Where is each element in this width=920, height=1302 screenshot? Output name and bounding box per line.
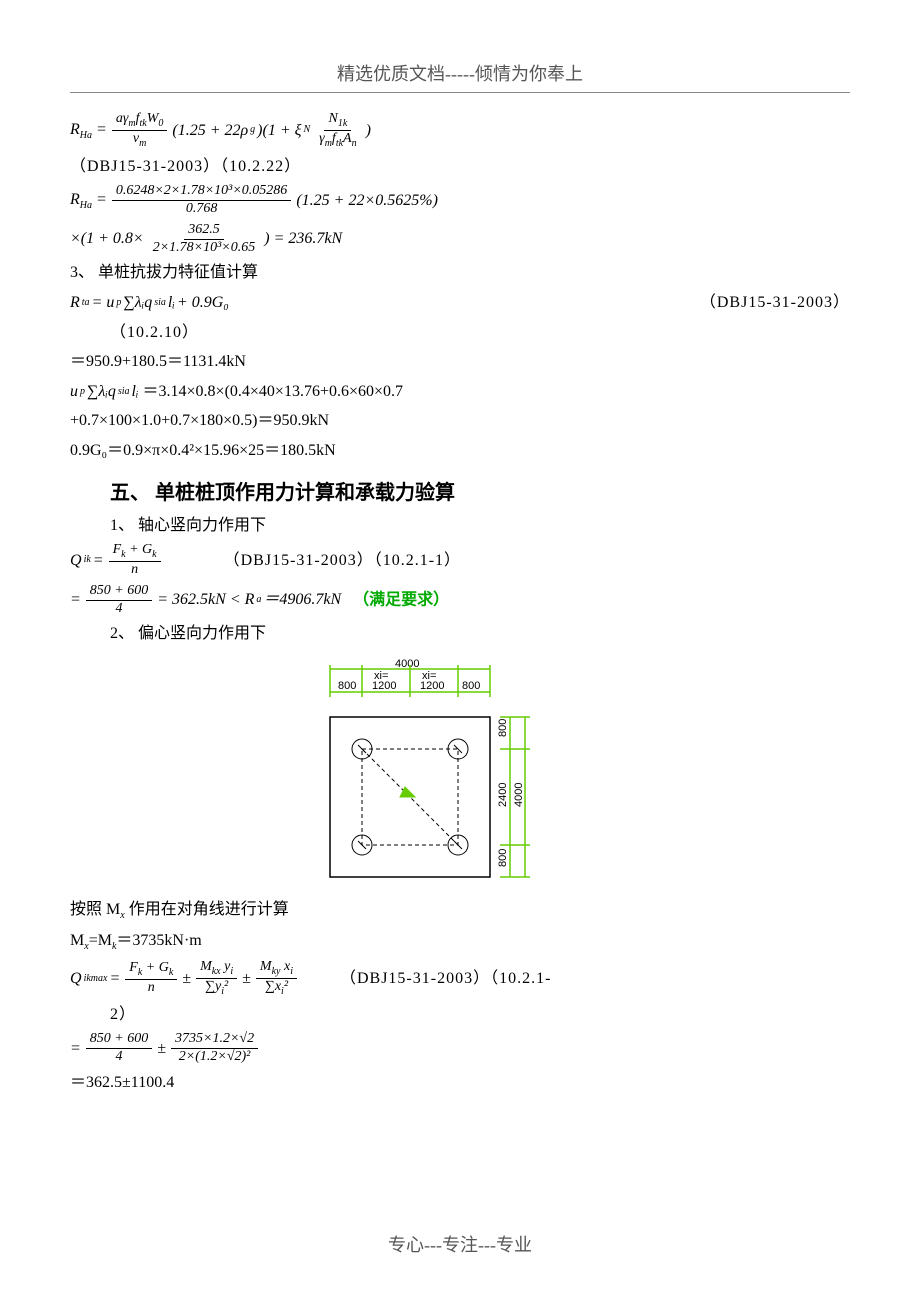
equation-rha-numeric-2: ×(1 + 0.8× 362.5 2×1.78×10³×0.65 ) = 236…: [70, 222, 850, 257]
equation-up-sum-cont: +0.7×100×1.0+0.7×180×0.5)＝950.9kN: [70, 408, 850, 434]
svg-text:800: 800: [497, 849, 509, 867]
equation-mx: Mx=Mk＝3735kN·m: [70, 928, 850, 955]
equation-rta: Rta = up ∑λᵢqsia lᵢ + 0.9G₀ （DBJ15-31-20…: [70, 290, 850, 316]
pile-layout-diagram: 4000 800 1200 1200 800 xi= xi= 800 2400 …: [310, 657, 590, 887]
equation-up-sum: up ∑λᵢqsia lᵢ ＝3.14×0.8×(0.4×40×13.76+0.…: [70, 379, 850, 405]
svg-text:800: 800: [497, 719, 509, 737]
item-5-2: 2、 偏心竖向力作用下: [110, 621, 850, 647]
header-divider: [70, 92, 850, 93]
equation-qikmax-numeric: = 850 + 600 4 ± 3735×1.2×√2 2×(1.2×√2)²: [70, 1031, 850, 1066]
page-header: 精选优质文档-----倾情为你奉上: [70, 60, 850, 86]
equation-qik-result: = 850 + 600 4 = 362.5kN < Ra ＝4906.7kN （…: [70, 583, 850, 618]
code-reference-1: （DBJ15-31-2003）（10.2.22）: [70, 154, 850, 180]
svg-text:800: 800: [462, 680, 480, 692]
svg-text:xi=: xi=: [374, 670, 388, 682]
equation-qikmax: Qikmax = Fk + Gk n ± Mkx yi ∑yi² ± Mky x…: [70, 959, 850, 998]
svg-text:2400: 2400: [497, 782, 509, 806]
equation-g0: 0.9G₀＝0.9×π×0.4²×15.96×25＝180.5kN: [70, 438, 850, 464]
svg-text:800: 800: [338, 680, 356, 692]
mx-description: 按照 Mx 作用在对角线进行计算: [70, 897, 850, 924]
code-reference-55: （DBJ15-31-2003）（10.2.1-: [340, 966, 551, 992]
section-5-title: 五、 单桩桩顶作用力计算和承载力验算: [110, 476, 850, 505]
item-3-title: 3、 单桩抗拔力特征值计算: [70, 260, 850, 286]
equation-qik: Qik = Fk + Gk n （DBJ15-31-2003）（10.2.1-1…: [70, 542, 850, 579]
code-reference-51: （DBJ15-31-2003）（10.2.1-1）: [224, 548, 461, 574]
code-reference-4b: （10.2.10）: [110, 320, 850, 346]
equation-qikmax-result: ＝362.5±1100.4: [70, 1070, 850, 1096]
svg-text:xi=: xi=: [422, 670, 436, 682]
code-reference-55b: 2）: [110, 1002, 850, 1028]
item-5-1: 1、 轴心竖向力作用下: [110, 513, 850, 539]
equation-rha-symbolic: RHa = aγmftkW0 νm (1.25 + 22ρg )(1 + ξN …: [70, 111, 850, 150]
svg-text:4000: 4000: [395, 658, 419, 670]
satisfies-requirement: （满足要求）: [353, 591, 449, 608]
svg-text:4000: 4000: [513, 782, 525, 806]
equation-rta-result: ＝950.9+180.5＝1131.4kN: [70, 349, 850, 375]
equation-rha-numeric-1: RHa = 0.6248×2×1.78×10³×0.05286 0.768 (1…: [70, 183, 850, 218]
page-footer: 专心---专注---专业: [0, 1231, 920, 1257]
code-reference-4: （DBJ15-31-2003）: [700, 290, 850, 316]
